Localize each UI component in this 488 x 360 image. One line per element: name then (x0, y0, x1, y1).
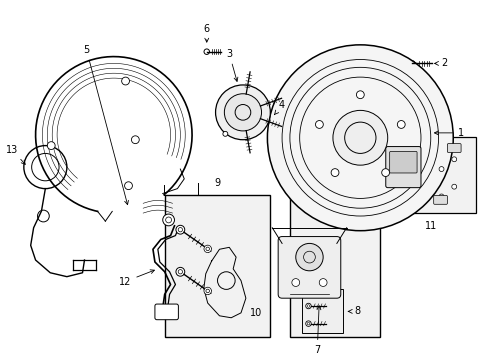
Circle shape (397, 121, 405, 129)
FancyBboxPatch shape (155, 304, 178, 320)
Text: 7: 7 (313, 306, 320, 355)
Circle shape (381, 169, 389, 176)
Circle shape (332, 111, 387, 165)
Bar (385, 137, 475, 213)
FancyBboxPatch shape (385, 147, 420, 188)
Circle shape (451, 184, 456, 189)
Text: 6: 6 (203, 24, 209, 42)
Circle shape (163, 214, 174, 226)
Circle shape (451, 157, 456, 162)
Circle shape (122, 77, 129, 85)
Circle shape (223, 131, 227, 136)
FancyBboxPatch shape (389, 152, 416, 173)
Circle shape (215, 85, 270, 140)
Circle shape (176, 225, 184, 234)
Text: 3: 3 (226, 49, 237, 81)
Circle shape (295, 243, 323, 271)
Text: 9: 9 (214, 177, 220, 188)
Text: 2: 2 (434, 58, 447, 68)
Circle shape (267, 45, 452, 231)
Text: 12: 12 (119, 270, 154, 287)
Circle shape (47, 142, 55, 149)
Circle shape (315, 121, 323, 129)
Circle shape (124, 182, 132, 190)
Bar (289, 189, 379, 337)
Text: 13: 13 (6, 144, 25, 165)
Text: 8: 8 (347, 306, 360, 316)
Circle shape (131, 136, 139, 144)
Circle shape (203, 287, 211, 294)
Text: 5: 5 (83, 45, 128, 204)
Circle shape (291, 279, 299, 287)
Circle shape (356, 91, 364, 99)
Text: 4: 4 (274, 100, 285, 115)
FancyBboxPatch shape (447, 144, 460, 152)
Text: 11: 11 (424, 221, 436, 231)
Circle shape (438, 167, 443, 171)
Bar (301, 289, 342, 333)
Circle shape (176, 267, 184, 276)
FancyBboxPatch shape (433, 195, 447, 204)
Circle shape (438, 194, 443, 199)
Bar (164, 195, 270, 337)
Circle shape (305, 321, 310, 327)
Text: 10: 10 (250, 308, 262, 318)
Text: 1: 1 (433, 128, 463, 138)
Circle shape (203, 245, 211, 253)
FancyBboxPatch shape (278, 237, 340, 298)
Circle shape (224, 94, 261, 131)
Circle shape (203, 49, 209, 54)
Circle shape (305, 303, 310, 309)
Circle shape (330, 169, 338, 176)
Circle shape (408, 61, 414, 66)
Circle shape (319, 279, 326, 287)
